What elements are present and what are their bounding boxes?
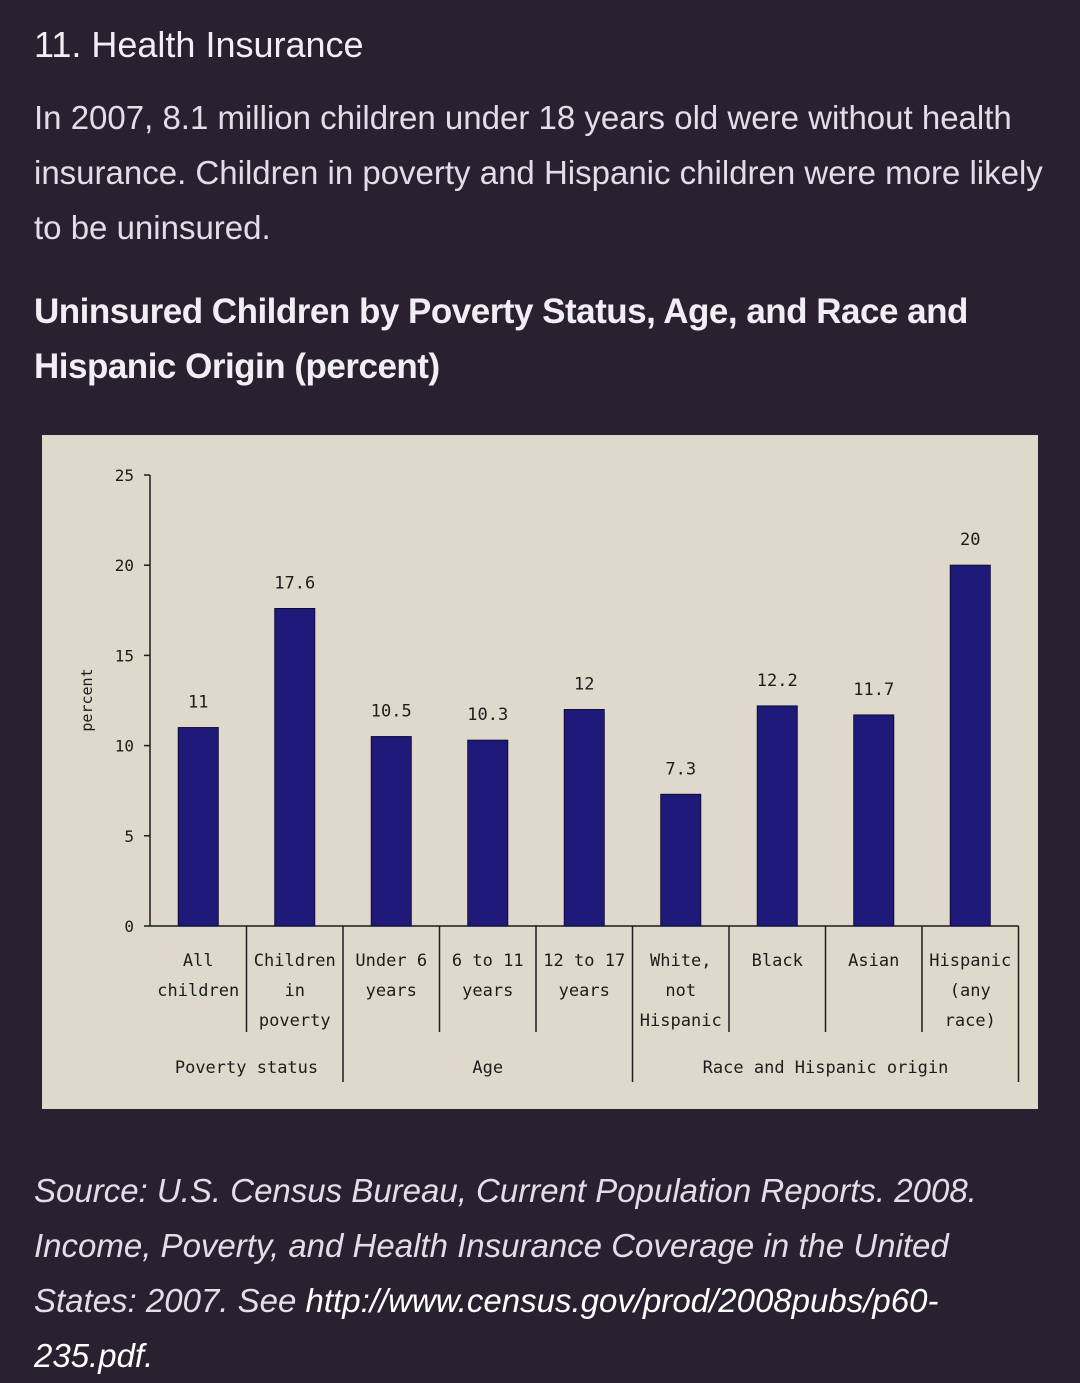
category-label: years — [559, 981, 610, 1001]
data-label: 11 — [188, 693, 208, 713]
category-label: in — [285, 981, 305, 1001]
y-tick-label: 25 — [115, 466, 134, 485]
data-label: 12.2 — [757, 671, 798, 691]
bar — [177, 727, 219, 927]
data-label: 12 — [574, 675, 594, 695]
bar-chart: 0 5 10 15 20 25 percent 11 17.6 10.5 10.3 12 7.3 12.2… — [78, 466, 1020, 1082]
intro-paragraph: In 2007, 8.1 million children under 18 y… — [34, 99, 1043, 246]
group-label: Poverty status — [175, 1058, 318, 1078]
source-note: Source: U.S. Census Bureau, Current Popu… — [34, 1163, 1054, 1383]
category-label: White, — [650, 951, 711, 971]
category-label: poverty — [259, 1011, 331, 1031]
bar — [274, 607, 316, 927]
category-label: children — [157, 981, 239, 1001]
category-label: Under 6 — [355, 951, 427, 971]
chart-panel: 0 5 10 15 20 25 percent 11 17.6 10.5 10.3 12 7.3 12.2… — [42, 435, 1038, 1109]
category-label: Children — [254, 951, 336, 971]
category-label: (any — [950, 981, 991, 1001]
bar — [370, 736, 412, 927]
category-label: Hispanic — [929, 951, 1011, 971]
y-tick-label: 0 — [124, 917, 134, 936]
group-label: Race and Hispanic origin — [703, 1058, 949, 1078]
group-label: Age — [472, 1058, 503, 1078]
y-tick-label: 15 — [115, 646, 134, 665]
category-label: years — [366, 981, 417, 1001]
data-label: 10.5 — [371, 702, 412, 722]
y-tick-label: 20 — [115, 556, 134, 575]
data-label: 10.3 — [467, 705, 508, 725]
bar — [563, 709, 605, 927]
y-tick-label: 5 — [124, 827, 134, 846]
category-label: 12 to 17 — [543, 951, 625, 971]
category-label: All — [183, 951, 214, 971]
category-label: not — [665, 981, 696, 1001]
section-heading: 11. Health Insurance — [34, 24, 364, 65]
bar — [660, 793, 702, 927]
y-axis-title: percent — [78, 668, 96, 731]
data-label: 7.3 — [665, 759, 696, 779]
bar — [467, 739, 509, 927]
chart-title: Uninsured Children by Poverty Status, Ag… — [34, 292, 968, 386]
bar — [853, 714, 895, 927]
bar — [949, 564, 991, 927]
category-label: Asian — [848, 951, 899, 971]
category-label: 6 to 11 — [452, 951, 524, 971]
data-label: 20 — [960, 530, 980, 550]
data-label: 11.7 — [853, 680, 894, 700]
data-label: 17.6 — [274, 573, 315, 593]
category-label: race) — [945, 1011, 996, 1031]
category-label: Hispanic — [640, 1011, 722, 1031]
category-label: years — [462, 981, 513, 1001]
bar — [756, 705, 798, 927]
source-text: Source: U.S. Census Bureau, Current Popu… — [34, 1172, 977, 1319]
y-tick-label: 10 — [115, 737, 134, 756]
category-label: Black — [752, 951, 803, 971]
